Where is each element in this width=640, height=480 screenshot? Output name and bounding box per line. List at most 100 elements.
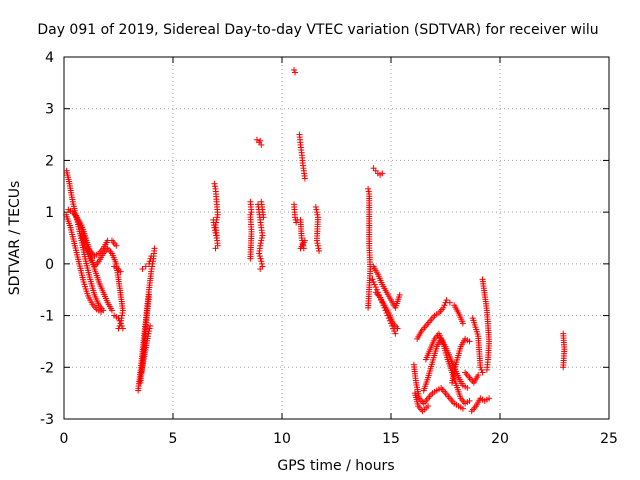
data-point [108,307,115,314]
axis-ticks [63,56,610,420]
data-point [119,325,126,332]
data-point [313,206,320,213]
data-point [466,397,473,404]
data-point [258,237,265,244]
x-tick-label: 5 [169,431,178,447]
data-point [560,364,567,371]
data-point [146,260,153,267]
plot-frame [63,56,610,420]
data-point [371,281,378,288]
data-point [365,188,372,195]
data-point [370,278,377,285]
data-point [98,308,105,315]
data-point [301,237,308,244]
data-point [477,364,484,371]
data-point [257,266,264,273]
data-point [486,395,493,402]
data-point [483,366,490,373]
y-tick-label: 4 [45,50,54,66]
data-point [258,260,265,267]
data-point [211,180,218,187]
data-point [142,263,149,270]
x-tick-label: 0 [60,431,69,447]
data-point [139,266,146,273]
y-tick-labels: -3 -2 -1 0 1 2 3 4 [40,50,54,428]
data-point [314,240,321,247]
data-point [146,291,153,298]
data-point [365,185,372,192]
data-point [392,330,399,337]
data-point [466,338,473,345]
y-tick-label: 2 [45,153,54,169]
y-axis-label: SDTVAR / TECUs [7,181,23,296]
data-point [301,175,308,182]
data-point [145,330,152,337]
data-point [115,315,122,322]
data-point [365,304,372,311]
data-point [259,232,266,239]
data-point [147,255,154,262]
data-point [313,209,320,216]
data-point [290,66,297,73]
data-point [258,141,265,148]
data-point [479,369,486,376]
data-point [211,227,218,234]
grid-lines [64,57,609,419]
data-point [212,229,219,236]
data-point [316,247,323,254]
data-point [214,214,221,221]
data-point [113,242,120,249]
data-point [247,255,254,262]
data-point [212,245,219,252]
data-point [257,255,264,262]
data-point [379,170,386,177]
x-tick-label: 10 [273,431,291,447]
data-point [459,320,466,327]
data-point [446,299,453,306]
data-point [298,235,305,241]
data-point [248,209,255,216]
x-tick-labels: 0 5 10 15 20 25 [60,431,618,447]
data-point [213,235,220,241]
x-tick-label: 20 [491,431,509,447]
data-point [146,258,153,265]
data-point [443,297,450,304]
y-tick-label: -1 [40,309,54,325]
data-point [312,203,319,210]
data-point [440,304,447,311]
data-point [292,69,299,76]
data-point [146,325,153,332]
y-tick-label: 1 [45,205,54,221]
data-point [369,276,376,283]
data-point [214,211,221,218]
y-tick-label: -2 [40,360,54,376]
data-point [394,325,401,332]
data-point [257,137,264,144]
x-tick-label: 15 [382,431,400,447]
data-point [425,403,432,410]
data-point [391,328,398,335]
data-point [258,235,265,241]
data-point [148,253,155,260]
data-point [213,232,220,239]
data-point [211,183,218,190]
data-point [256,253,263,260]
chart-title: Day 091 of 2019, Sidereal Day-to-day VTE… [37,22,598,38]
y-tick-label: -3 [40,412,54,428]
data-point [313,237,320,244]
data-point [211,224,218,231]
data-point [459,405,466,412]
data-point [372,284,379,291]
data-point [116,317,123,324]
data-point [117,268,124,275]
data-point [258,258,265,265]
data-point [117,320,124,327]
data-point [146,328,153,335]
data-points [63,66,568,415]
data-point [314,242,321,249]
data-point [151,245,158,252]
data-point [144,333,151,340]
data-point [147,322,154,329]
data-point [315,245,322,252]
